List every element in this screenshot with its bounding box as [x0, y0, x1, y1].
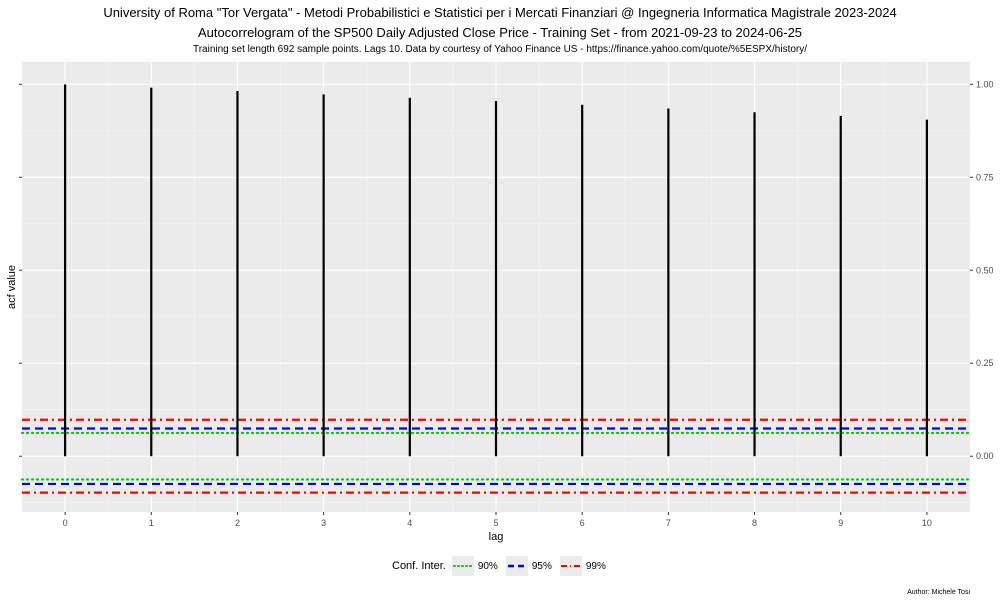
- y-tick-label: 1.00: [976, 79, 994, 89]
- y-tick-label: 0.50: [976, 265, 994, 275]
- y-tick-label: 0.75: [976, 172, 994, 182]
- x-tick-label: 2: [235, 518, 240, 528]
- legend-title: Conf. Inter.: [392, 560, 446, 572]
- chart-subtitle: Autocorrelogram of the SP500 Daily Adjus…: [197, 25, 803, 40]
- legend-item-90: 90%: [451, 556, 498, 576]
- legend-key-95: [505, 556, 528, 576]
- legend-label-95: 95%: [531, 560, 552, 572]
- x-tick-label: 9: [838, 518, 843, 528]
- legend-item-95: 95%: [505, 556, 552, 576]
- x-tick-label: 5: [493, 518, 498, 528]
- legend-label-99: 99%: [585, 560, 606, 572]
- x-tick-label: 7: [666, 518, 671, 528]
- legend-key-99: [559, 556, 582, 576]
- author-note: Author: Michele Tosi: [907, 589, 970, 596]
- x-tick-label: 8: [752, 518, 757, 528]
- x-tick-label: 10: [922, 518, 932, 528]
- y-axis-title: acf value: [6, 265, 18, 309]
- main-title: University of Roma "Tor Vergata" - Metod…: [103, 5, 897, 20]
- y-tick-label: 0.25: [976, 358, 994, 368]
- x-tick-label: 6: [580, 518, 585, 528]
- legend-key-90: [451, 556, 474, 576]
- x-tick-label: 0: [63, 518, 68, 528]
- chart-caption: Training set length 692 sample points. L…: [192, 44, 808, 55]
- x-tick-label: 4: [407, 518, 412, 528]
- x-axis-title: lag: [489, 531, 504, 543]
- legend: Conf. Inter. 90% 95% 99%: [392, 556, 614, 576]
- acf-bars: [63, 84, 929, 457]
- x-tick-label: 1: [149, 518, 154, 528]
- legend-label-90: 90%: [477, 560, 498, 572]
- x-tick-label: 3: [321, 518, 326, 528]
- axis-ticks: 0 1 2 3 4 5 6 7 8 9 10 0.00 0.25 0.50 0.75 1.00: [19, 79, 994, 528]
- y-tick-label: 0.00: [976, 451, 994, 461]
- legend-item-99: 99%: [559, 556, 606, 576]
